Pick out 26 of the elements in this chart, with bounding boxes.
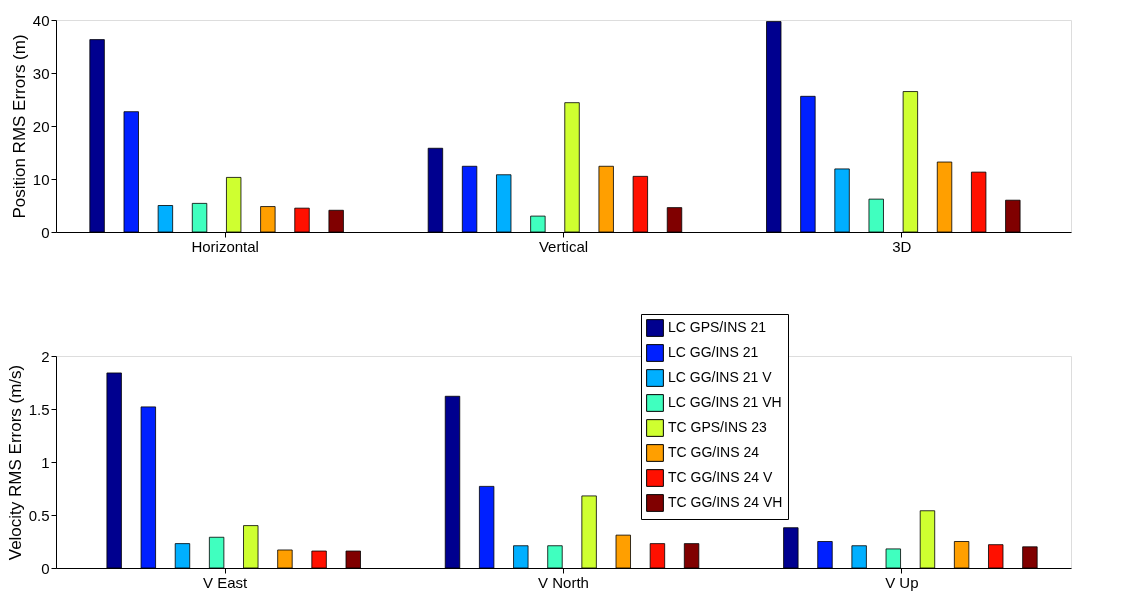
y-tick-label: 20: [32, 117, 50, 135]
legend-label: TC GG/INS 24 VH: [668, 494, 783, 510]
y-tick-label: 0: [41, 223, 50, 241]
y-tick-label: 30: [32, 64, 50, 82]
legend-label: LC GG/INS 21: [668, 344, 759, 360]
x-tick-label: 3D: [892, 237, 912, 255]
legend-label: LC GG/INS 21 VH: [668, 394, 782, 410]
x-tick-label: V North: [538, 573, 589, 591]
legend-label: TC GG/INS 24: [668, 444, 760, 460]
legend-label: LC GG/INS 21 V: [668, 369, 773, 385]
y-axis-title: Position RMS Errors (m): [9, 34, 29, 219]
y-tick-label: 10: [32, 170, 50, 188]
x-tick-label: Horizontal: [191, 237, 259, 255]
y-tick-label: 0: [41, 559, 50, 577]
y-tick-label: 0.5: [28, 506, 50, 524]
legend-label: TC GPS/INS 23: [668, 419, 768, 435]
y-tick-label: 2: [41, 347, 50, 365]
legend-label: TC GG/INS 24 V: [668, 469, 773, 485]
y-tick-label: 1: [41, 453, 50, 471]
legend-label: LC GPS/INS 21: [668, 319, 767, 335]
x-tick-label: V East: [203, 573, 249, 591]
x-tick-label: Vertical: [538, 237, 589, 255]
y-tick-label: 40: [32, 11, 50, 29]
y-tick-label: 1.5: [28, 400, 50, 418]
x-tick-label: V Up: [885, 573, 919, 591]
y-axis-title: Velocity RMS Errors (m/s): [5, 364, 25, 561]
